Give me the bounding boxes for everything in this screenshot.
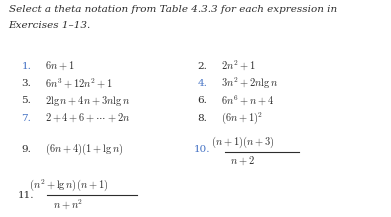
Text: $(n + 1)(n + 3)$: $(n + 1)(n + 3)$ <box>211 135 274 150</box>
Text: Exercises 1–13.: Exercises 1–13. <box>9 21 91 30</box>
Text: $6n^6 + n + 4$: $6n^6 + n + 4$ <box>221 94 274 108</box>
Text: $3n^2 + 2n\lg n$: $3n^2 + 2n\lg n$ <box>221 76 278 91</box>
Text: $6n + 1$: $6n + 1$ <box>45 60 75 72</box>
Text: 5.: 5. <box>22 96 31 105</box>
Text: 3.: 3. <box>22 79 31 88</box>
Text: 4.: 4. <box>197 79 207 88</box>
Text: $(6n + 1)^2$: $(6n + 1)^2$ <box>221 110 263 126</box>
Text: 11.: 11. <box>18 191 34 200</box>
Text: 2.: 2. <box>197 62 207 71</box>
Text: 6.: 6. <box>197 96 207 105</box>
Text: 9.: 9. <box>22 145 31 154</box>
Text: 1.: 1. <box>22 62 31 71</box>
Text: $n + n^2$: $n + n^2$ <box>53 198 84 212</box>
Text: $2\lg n + 4n + 3n\lg n$: $2\lg n + 4n + 3n\lg n$ <box>45 94 130 108</box>
Text: 7.: 7. <box>22 114 31 123</box>
Text: 8.: 8. <box>197 114 207 123</box>
Text: $2n^2 + 1$: $2n^2 + 1$ <box>221 59 256 73</box>
Text: 10.: 10. <box>194 145 210 154</box>
Text: Select a theta notation from Table 4.3.3 for each expression in: Select a theta notation from Table 4.3.3… <box>9 5 337 14</box>
Text: $n + 2$: $n + 2$ <box>230 155 255 167</box>
Text: $2 + 4 + 6 + \cdots + 2n$: $2 + 4 + 6 + \cdots + 2n$ <box>45 112 131 125</box>
Text: $(6n + 4)(1 + \lg n)$: $(6n + 4)(1 + \lg n)$ <box>45 142 123 157</box>
Text: $6n^3 + 12n^2 + 1$: $6n^3 + 12n^2 + 1$ <box>45 77 113 90</box>
Text: $(n^2 + \lg n)(n + 1)$: $(n^2 + \lg n)(n + 1)$ <box>29 178 108 194</box>
